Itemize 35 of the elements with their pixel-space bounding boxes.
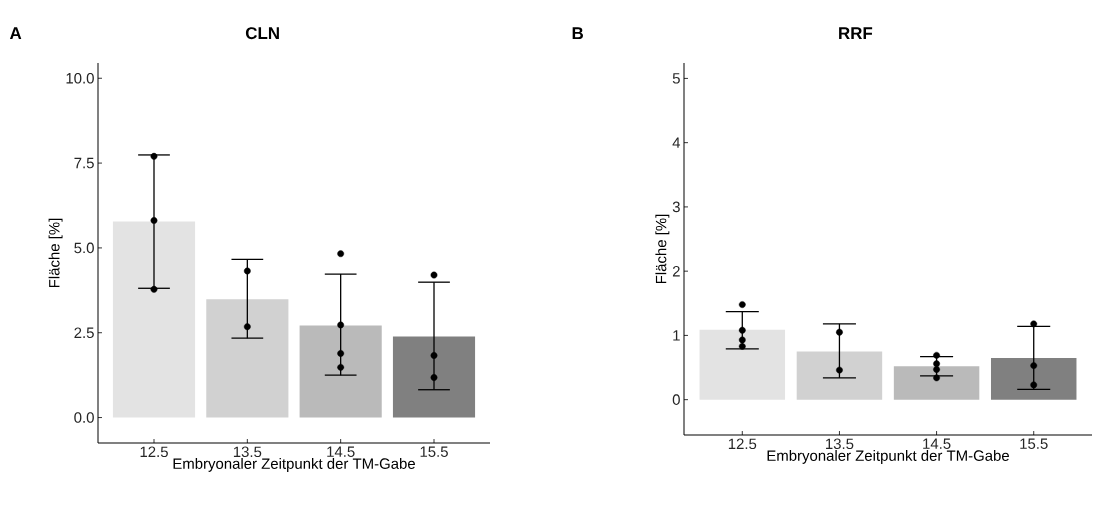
- bar: [990, 357, 1077, 400]
- x-tick-label: 13.5: [826, 438, 854, 450]
- bar: [796, 351, 883, 400]
- x-tick-label: 13.5: [233, 446, 262, 458]
- bar: [699, 329, 786, 400]
- x-tick-label: 12.5: [140, 446, 168, 458]
- text: B: [572, 27, 583, 39]
- y-tick-label: 4: [672, 137, 681, 148]
- y-tick-label: 0: [672, 394, 680, 405]
- chart-title: CLN: [245, 27, 279, 40]
- x-tick-label: 15.5: [1020, 438, 1048, 449]
- chart-title: RRF: [839, 27, 873, 39]
- bar: [206, 299, 289, 418]
- y-tick-label: 5: [672, 73, 680, 84]
- x-axis-title: Embryonaler Zeitpunkt der TM-Gabe: [173, 457, 415, 472]
- bar: [392, 336, 476, 418]
- y-axis-title: Fläche [%]: [48, 218, 63, 288]
- y-tick-label: 2: [672, 265, 680, 277]
- y-tick-label: 7.5: [74, 157, 94, 169]
- x-axis-title: Embryonaler Zeitpunkt der TM-Gabe: [767, 449, 1009, 464]
- bar: [112, 221, 196, 418]
- bar: [299, 325, 382, 418]
- x-tick-label: 12.5: [728, 438, 757, 450]
- x-tick-label: 15.5: [420, 446, 448, 457]
- y-tick-label: 10.0: [66, 72, 94, 84]
- x-tick-label: 14.5: [923, 438, 951, 449]
- x-tick-label: 14.5: [327, 446, 355, 457]
- y-tick-label: 0.0: [74, 412, 94, 423]
- text: A: [9, 27, 22, 39]
- y-axis-title: Fläche [%]: [655, 214, 670, 284]
- y-tick-label: 3: [672, 201, 680, 213]
- y-tick-label: 2.5: [74, 327, 94, 339]
- y-tick-label: 1: [673, 330, 680, 341]
- y-tick-label: 5.0: [74, 242, 94, 254]
- bar: [893, 366, 980, 400]
